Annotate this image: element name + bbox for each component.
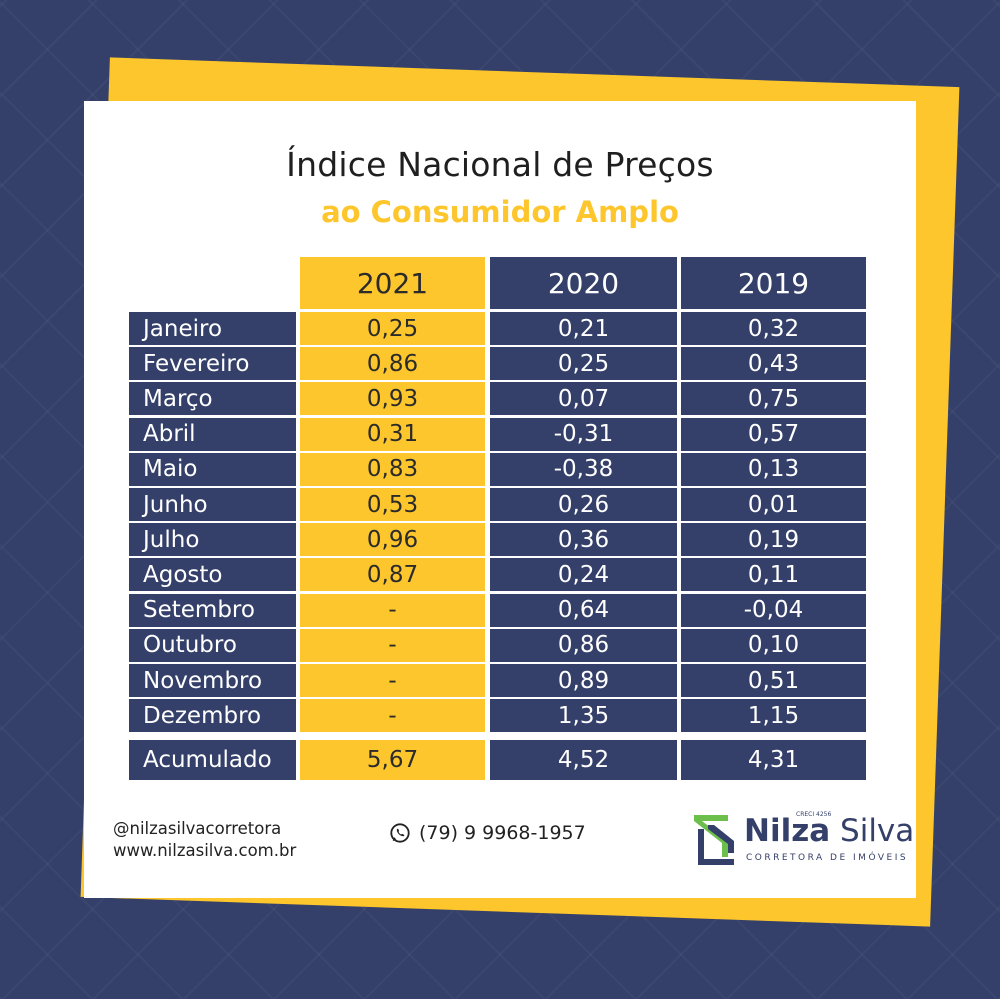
row-label: Abril (129, 417, 296, 451)
logo-subtitle: CORRETORA DE IMÓVEIS (746, 853, 909, 863)
title-line-2: ao Consumidor Amplo (321, 195, 679, 229)
row-label: Dezembro (129, 699, 296, 733)
table-cell: - (300, 699, 485, 733)
table-cell: 0,21 (490, 312, 677, 345)
table-cell: -0,38 (490, 452, 677, 486)
table-cell: - (300, 628, 485, 662)
content-card: Índice Nacional de Preços ao Consumidor … (84, 101, 916, 898)
table-cell: 0,43 (681, 347, 866, 381)
logo-name-last: Silva (840, 813, 915, 849)
table-cell: 0,25 (490, 347, 677, 381)
table-cell: 0,11 (681, 558, 866, 592)
column-header-2020: 2020 (490, 257, 677, 309)
row-label: Março (129, 382, 296, 416)
table-cell: 0,93 (300, 382, 485, 416)
table-cell: - (300, 664, 485, 697)
total-cell: 4,52 (490, 740, 677, 781)
table-cell: 0,26 (490, 488, 677, 521)
table-cell: 0,53 (300, 488, 485, 521)
table-cell: 0,07 (490, 382, 677, 416)
logo-creci: CRECI 4256 (796, 811, 832, 818)
table-cell: - (300, 593, 485, 627)
table-cell: 0,01 (681, 488, 866, 521)
table-cell: 1,35 (490, 699, 677, 733)
table-cell: 0,24 (490, 558, 677, 592)
total-cell: 4,31 (681, 740, 866, 781)
row-label: Novembro (129, 664, 296, 697)
row-label: Junho (129, 488, 296, 521)
table-cell: 0,31 (300, 417, 485, 451)
table-cell: -0,31 (490, 417, 677, 451)
logo-mark-icon (694, 815, 734, 865)
column-header-2019: 2019 (681, 257, 866, 309)
table-cell: 0,83 (300, 452, 485, 486)
whatsapp-icon (390, 823, 410, 843)
total-cell: 5,67 (300, 740, 485, 781)
phone-number: (79) 9 9968-1957 (419, 822, 586, 844)
row-label: Janeiro (129, 312, 296, 345)
table-cell: -0,04 (681, 593, 866, 627)
table-cell: 0,13 (681, 452, 866, 486)
website-link[interactable]: www.nilzasilva.com.br (113, 841, 297, 860)
column-header-2021: 2021 (300, 257, 485, 309)
title-line-1: Índice Nacional de Preços (286, 145, 714, 184)
logo-name: Nilza Silva (744, 813, 914, 849)
brand-logo: Nilza Silva CRECI 4256 CORRETORA DE IMÓV… (688, 809, 914, 869)
row-label: Fevereiro (129, 347, 296, 381)
table-cell: 0,32 (681, 312, 866, 345)
instagram-handle[interactable]: @nilzasilvacorretora (113, 819, 282, 838)
row-label: Setembro (129, 593, 296, 627)
phone-contact[interactable]: (79) 9 9968-1957 (389, 822, 586, 844)
table-cell: 0,89 (490, 664, 677, 697)
total-label: Acumulado (129, 740, 296, 781)
table-cell: 0,96 (300, 523, 485, 557)
row-label: Agosto (129, 558, 296, 592)
table-cell: 0,36 (490, 523, 677, 557)
table-cell: 0,51 (681, 664, 866, 697)
row-label: Julho (129, 523, 296, 557)
table-cell: 0,64 (490, 593, 677, 627)
table-cell: 0,86 (300, 347, 485, 381)
table-cell: 0,87 (300, 558, 485, 592)
row-label: Maio (129, 452, 296, 486)
table-cell: 0,10 (681, 628, 866, 662)
table-cell: 0,19 (681, 523, 866, 557)
table-cell: 0,57 (681, 417, 866, 451)
table-cell: 1,15 (681, 699, 866, 733)
row-label: Outubro (129, 628, 296, 662)
table-cell: 0,86 (490, 628, 677, 662)
table-cell: 0,25 (300, 312, 485, 345)
logo-name-first: Nilza (744, 813, 831, 849)
table-cell: 0,75 (681, 382, 866, 416)
